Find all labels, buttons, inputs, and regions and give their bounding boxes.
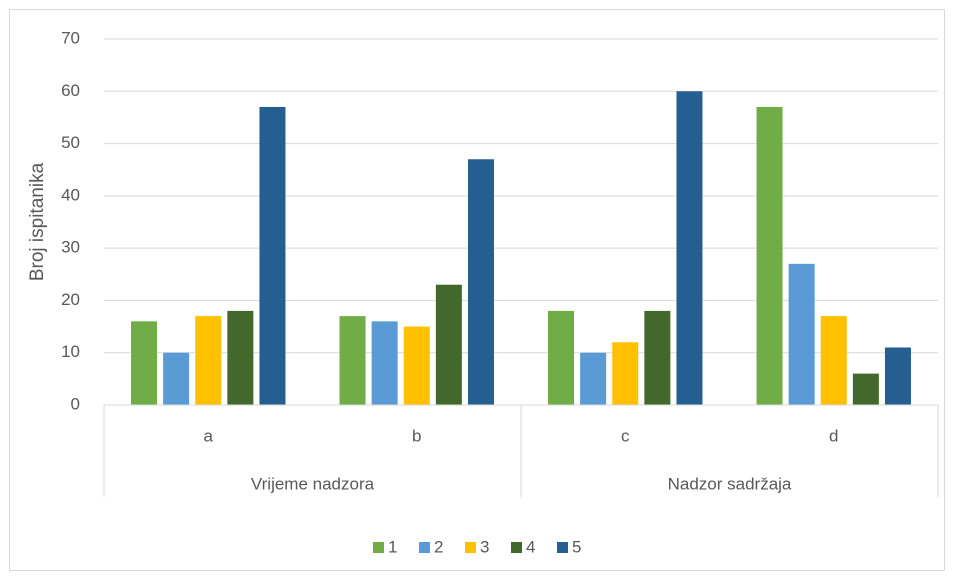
legend-swatch: [465, 542, 476, 553]
bar: [259, 106, 286, 405]
y-axis-label: Broj ispitanika: [27, 162, 48, 281]
y-tick-label: 70: [61, 28, 80, 47]
legend-swatch: [557, 542, 568, 553]
y-tick-label: 0: [71, 394, 80, 413]
legend-label: 1: [388, 537, 397, 556]
y-tick-label: 10: [61, 342, 80, 361]
y-tick-label: 50: [61, 133, 80, 152]
bar: [852, 373, 879, 405]
x-tick-label: d: [829, 426, 838, 445]
bar: [403, 326, 430, 405]
bar: [131, 321, 158, 405]
bar: [580, 352, 607, 405]
group-label: Nadzor sadržaja: [668, 474, 792, 493]
bar: [195, 316, 222, 405]
bar: [756, 106, 783, 405]
legend-label: 3: [480, 537, 489, 556]
legend-swatch: [511, 542, 522, 553]
legend-swatch: [373, 542, 384, 553]
bar: [227, 310, 254, 405]
y-tick-label: 30: [61, 238, 80, 257]
bar: [644, 310, 671, 405]
legend-label: 2: [434, 537, 443, 556]
x-tick-label: b: [412, 426, 421, 445]
legend-label: 5: [572, 537, 581, 556]
legend-swatch: [419, 542, 430, 553]
bar: [467, 159, 494, 405]
bar: [548, 310, 575, 405]
bar: [163, 352, 190, 405]
x-tick-label: c: [621, 426, 630, 445]
x-tick-label: a: [204, 426, 214, 445]
y-tick-label: 60: [61, 81, 80, 100]
bar: [788, 263, 815, 405]
y-tick-label: 20: [61, 290, 80, 309]
bar: [676, 91, 703, 406]
y-tick-label: 40: [61, 185, 80, 204]
bar: [884, 347, 911, 405]
legend-label: 4: [526, 537, 535, 556]
bar: [435, 284, 462, 405]
group-label: Vrijeme nadzora: [251, 474, 375, 493]
bar: [820, 316, 847, 405]
bar: [371, 321, 398, 405]
bar: [612, 342, 639, 405]
bar: [339, 316, 366, 405]
